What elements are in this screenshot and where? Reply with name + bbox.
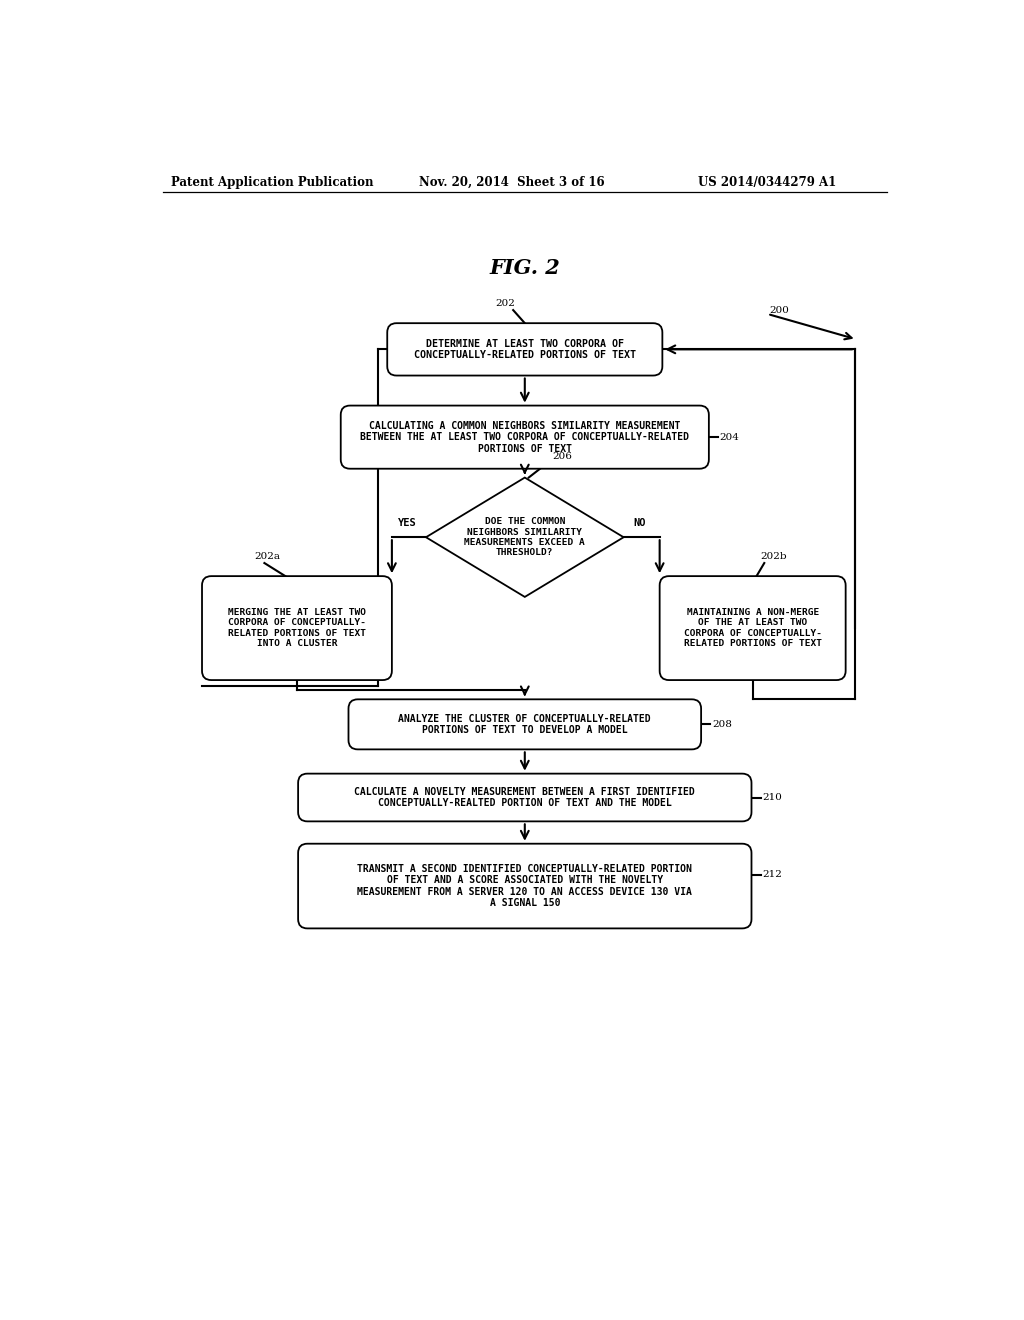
Text: 204: 204 [720, 433, 739, 442]
Text: TRANSMIT A SECOND IDENTIFIED CONCEPTUALLY-RELATED PORTION
OF TEXT AND A SCORE AS: TRANSMIT A SECOND IDENTIFIED CONCEPTUALL… [357, 863, 692, 908]
FancyBboxPatch shape [298, 774, 752, 821]
Text: NO: NO [633, 517, 645, 528]
Text: 202: 202 [496, 298, 515, 308]
Text: 210: 210 [762, 793, 782, 803]
Text: DETERMINE AT LEAST TWO CORPORA OF
CONCEPTUALLY-RELATED PORTIONS OF TEXT: DETERMINE AT LEAST TWO CORPORA OF CONCEP… [414, 338, 636, 360]
FancyBboxPatch shape [202, 576, 392, 680]
Text: 208: 208 [712, 719, 732, 729]
Text: DOE THE COMMON
NEIGHBORS SIMILARITY
MEASUREMENTS EXCEED A
THRESHOLD?: DOE THE COMMON NEIGHBORS SIMILARITY MEAS… [465, 517, 585, 557]
Text: 206: 206 [552, 451, 571, 461]
Text: CALCULATE A NOVELTY MEASUREMENT BETWEEN A FIRST IDENTIFIED
CONCEPTUALLY-REALTED : CALCULATE A NOVELTY MEASUREMENT BETWEEN … [354, 787, 695, 808]
Text: CALCULATING A COMMON NEIGHBORS SIMILARITY MEASUREMENT
BETWEEN THE AT LEAST TWO C: CALCULATING A COMMON NEIGHBORS SIMILARIT… [360, 421, 689, 454]
Text: FIG. 2: FIG. 2 [489, 257, 560, 277]
FancyBboxPatch shape [348, 700, 701, 750]
Text: MERGING THE AT LEAST TWO
CORPORA OF CONCEPTUALLY-
RELATED PORTIONS OF TEXT
INTO : MERGING THE AT LEAST TWO CORPORA OF CONC… [228, 609, 366, 648]
Text: MAINTAINING A NON-MERGE
OF THE AT LEAST TWO
CORPORA OF CONCEPTUALLY-
RELATED POR: MAINTAINING A NON-MERGE OF THE AT LEAST … [684, 609, 821, 648]
Text: 212: 212 [762, 870, 782, 879]
FancyBboxPatch shape [659, 576, 846, 680]
Text: 202b: 202b [761, 552, 787, 561]
FancyBboxPatch shape [341, 405, 709, 469]
FancyBboxPatch shape [298, 843, 752, 928]
Text: 202a: 202a [254, 552, 281, 561]
Polygon shape [426, 478, 624, 597]
FancyBboxPatch shape [387, 323, 663, 376]
Text: Patent Application Publication: Patent Application Publication [171, 176, 373, 189]
Text: ANALYZE THE CLUSTER OF CONCEPTUALLY-RELATED
PORTIONS OF TEXT TO DEVELOP A MODEL: ANALYZE THE CLUSTER OF CONCEPTUALLY-RELA… [398, 714, 651, 735]
Text: Nov. 20, 2014  Sheet 3 of 16: Nov. 20, 2014 Sheet 3 of 16 [419, 176, 604, 189]
Text: US 2014/0344279 A1: US 2014/0344279 A1 [697, 176, 836, 189]
Text: YES: YES [398, 517, 417, 528]
Text: 200: 200 [770, 306, 790, 315]
